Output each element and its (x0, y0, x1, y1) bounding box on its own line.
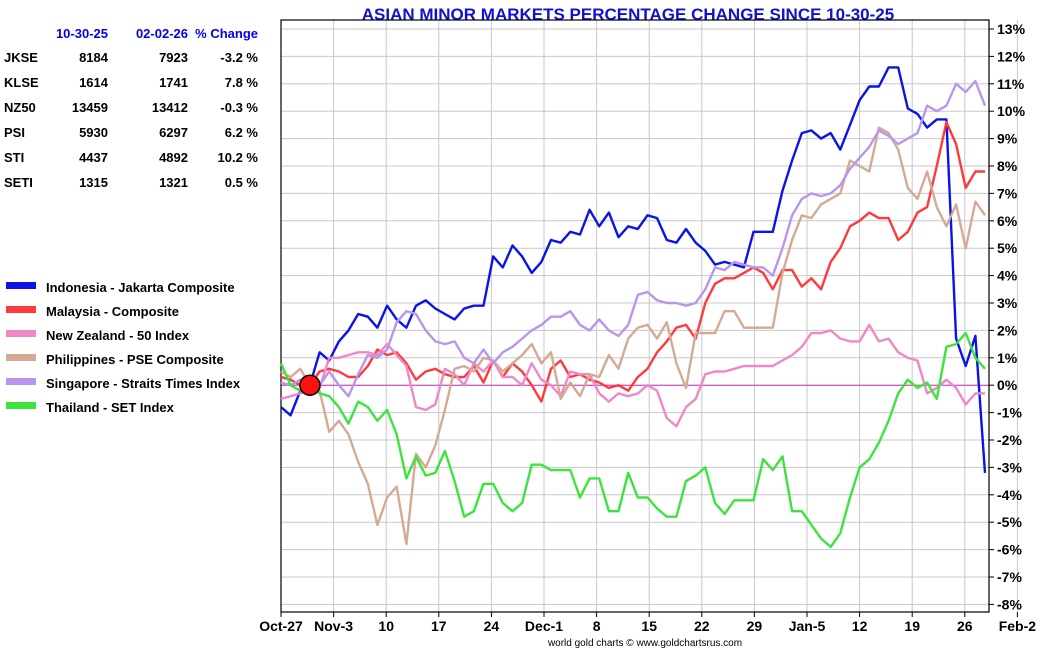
y-tick-label: 4% (997, 268, 1018, 284)
y-tick-label: 8% (997, 158, 1018, 174)
change-table: 10-30-25 02-02-26 % Change JKSE 8184 7923 -3.2… (4, 26, 258, 190)
table-change: 6.2 % (225, 125, 259, 140)
table-header: 10-30-25 (56, 26, 108, 41)
y-tick-label: -5% (997, 514, 1022, 530)
x-tick-label: Nov-3 (314, 618, 353, 634)
table-change: 0.5 % (225, 175, 259, 190)
x-tick-label: 8 (593, 618, 601, 634)
x-tick-label: 22 (694, 618, 710, 634)
legend-label: Malaysia - Composite (46, 304, 179, 319)
y-tick-label: 2% (997, 322, 1018, 338)
legend-label: Philippines - PSE Composite (46, 352, 224, 367)
y-tick-label: 11% (997, 76, 1025, 92)
x-tick-label: Jan-5 (789, 618, 826, 634)
x-tick-label: 29 (747, 618, 763, 634)
y-tick-label: -3% (997, 459, 1022, 475)
table-value-start: 1614 (79, 75, 109, 90)
table-change: -0.3 % (220, 100, 258, 115)
legend: Indonesia - Jakarta Composite Malaysia - … (6, 280, 241, 415)
series-line (279, 331, 986, 549)
table-ticker: KLSE (4, 75, 39, 90)
legend-label: New Zealand - 50 Index (46, 328, 190, 343)
table-change: 7.8 % (225, 75, 259, 90)
credit-text: world gold charts © www.goldchartsrus.co… (547, 638, 742, 649)
x-tick-label: 10 (378, 618, 394, 634)
legend-swatch (6, 306, 36, 313)
x-tick-label: 12 (852, 618, 868, 634)
series-line (280, 323, 985, 428)
table-value-end: 4892 (159, 150, 188, 165)
base-marker-dot (299, 374, 321, 396)
y-tick-label: 10% (997, 103, 1026, 119)
y-tick-label: -2% (997, 432, 1022, 448)
series-line (280, 126, 986, 546)
y-tick-label: 1% (997, 350, 1018, 366)
legend-swatch (6, 282, 36, 289)
table-header: 02-02-26 (136, 26, 188, 41)
table-value-end: 1741 (159, 75, 188, 90)
y-tick-label: -1% (997, 405, 1022, 421)
table-ticker: PSI (4, 125, 25, 140)
table-value-start: 5930 (79, 125, 108, 140)
y-tick-label: 13% (997, 21, 1026, 37)
table-header: % Change (195, 26, 258, 41)
y-tick-label: 0% (997, 377, 1018, 393)
legend-label: Singapore - Straits Times Index (46, 376, 241, 391)
y-tick-label: 7% (997, 185, 1018, 201)
x-tick-label: Oct-27 (259, 618, 303, 634)
table-value-end: 1321 (159, 175, 188, 190)
table-ticker: SETI (4, 175, 33, 190)
x-axis: Oct-27 Nov-3 10 17 24 Dec-1 8 15 22 29 Jan-5 12 19 26… (259, 612, 1036, 634)
legend-swatch (6, 402, 36, 409)
x-tick-label: 17 (431, 618, 447, 634)
series-line (280, 79, 987, 398)
y-tick-label: -8% (997, 596, 1022, 612)
table-change: -3.2 % (220, 50, 258, 65)
series-lines (279, 66, 987, 549)
x-tick-label: 24 (484, 618, 500, 634)
y-tick-label: 5% (997, 240, 1018, 256)
y-tick-label: -4% (997, 487, 1022, 503)
legend-label: Thailand - SET Index (46, 400, 175, 415)
legend-swatch (6, 354, 36, 361)
table-value-end: 6297 (159, 125, 188, 140)
y-tick-label: 9% (997, 131, 1018, 147)
y-tick-label: -6% (997, 542, 1022, 558)
legend-swatch (6, 330, 36, 337)
table-ticker: NZ50 (4, 100, 36, 115)
x-tick-label: 26 (957, 618, 973, 634)
y-tick-label: 6% (997, 213, 1018, 229)
x-tick-label: 15 (641, 618, 657, 634)
plot-frame (280, 19, 990, 613)
table-value-end: 7923 (159, 50, 188, 65)
series-line (280, 120, 985, 403)
table-value-end: 13412 (152, 100, 188, 115)
x-tick-label: 19 (904, 618, 920, 634)
y-axis: 13% 12% 11% 10% 9% 8% 7% 6% 5% 4% 3% 2% 1% 0% -1% -2% -3… (989, 21, 1026, 612)
y-tick-label: -7% (997, 569, 1022, 585)
table-ticker: JKSE (4, 50, 38, 65)
table-value-start: 4437 (79, 150, 108, 165)
table-change: 10.2 % (218, 150, 259, 165)
table-value-start: 13459 (72, 100, 108, 115)
table-value-start: 1315 (79, 175, 108, 190)
table-value-start: 8184 (79, 50, 109, 65)
y-tick-label: 12% (997, 48, 1026, 64)
y-tick-label: 3% (997, 295, 1018, 311)
table-ticker: STI (4, 150, 24, 165)
x-tick-label: Dec-1 (525, 618, 563, 634)
chart-title: ASIAN MINOR MARKETS PERCENTAGE CHANGE SI… (362, 5, 894, 24)
legend-swatch (6, 378, 36, 385)
x-tick-label: Feb-2 (999, 618, 1037, 634)
legend-label: Indonesia - Jakarta Composite (46, 280, 235, 295)
base-marker (299, 374, 321, 396)
